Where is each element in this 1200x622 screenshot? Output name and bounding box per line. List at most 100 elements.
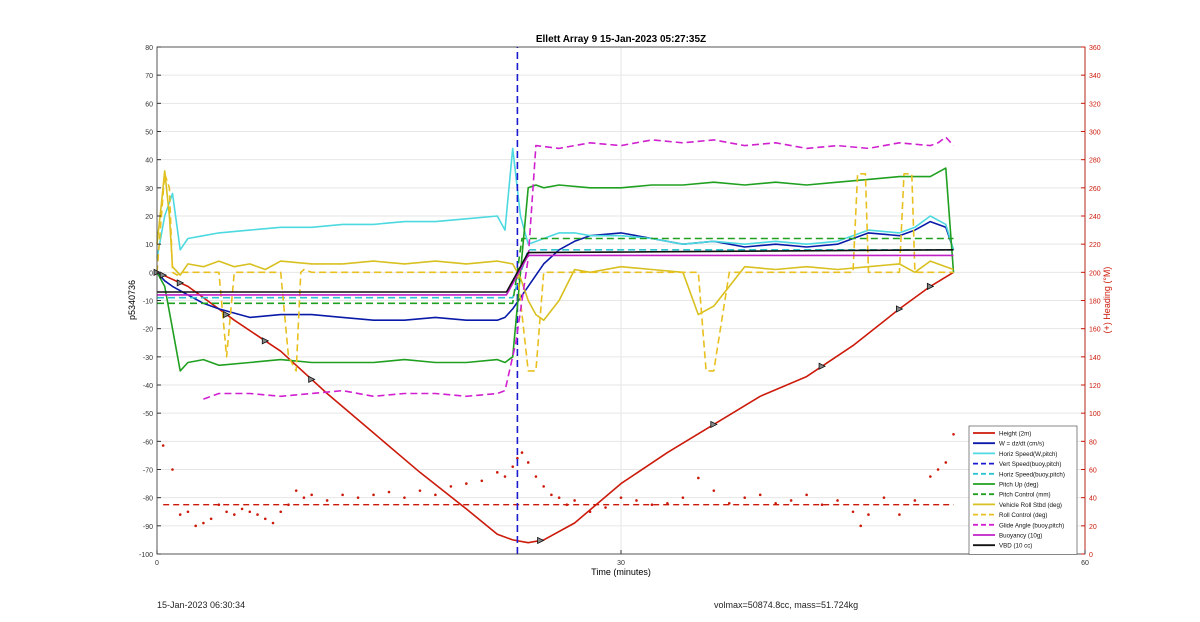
legend-label: Pitch Up (deg) (999, 482, 1039, 489)
legend-label: Pitch Control (mm) (999, 492, 1051, 499)
series-height-2m (156, 271, 954, 544)
series-pitch-control-mm (157, 237, 954, 305)
y2-tick-label: 160 (1089, 327, 1101, 334)
y-tick-label: 80 (145, 45, 153, 52)
chart-series (153, 47, 955, 554)
y-axis-label: p5340736 (127, 280, 137, 320)
heading-point (573, 499, 576, 502)
x-tick-label: 30 (617, 560, 625, 567)
legend-box (968, 425, 1078, 555)
y-tick-label: 60 (145, 101, 153, 108)
legend-label: Roll Control (deg) (999, 512, 1048, 519)
heading-point (372, 493, 375, 497)
y2-axis-label: (+) Heading (°M) (1102, 267, 1112, 334)
heading-point (209, 517, 213, 521)
y-tick-label: -70 (143, 468, 153, 475)
heading-point (325, 499, 329, 502)
heading-point (913, 499, 917, 502)
legend-label: Buoyancy (10g) (999, 533, 1042, 540)
heading-point (952, 432, 955, 436)
legend-label: VBD (10 cc) (999, 543, 1032, 550)
series-horiz-speed-w-pitch (156, 147, 955, 259)
x-axis-label: Time (minutes) (591, 567, 651, 577)
y-tick-label: 30 (145, 186, 153, 193)
footer-timestamp: 15-Jan-2023 06:30:34 (157, 600, 246, 610)
chart-grid (156, 46, 1086, 555)
heading-point (217, 503, 221, 507)
heading-point (248, 510, 252, 514)
y2-tick-label: 220 (1089, 242, 1101, 249)
height-marker (176, 279, 185, 287)
heading-point (681, 496, 685, 499)
heading-point (516, 456, 519, 460)
legend-label: Horiz Speed(W,pitch) (999, 451, 1057, 458)
legend-label: W = dz/dt (cm/s) (999, 441, 1044, 448)
heading-point (302, 496, 306, 499)
series-w-dz-dt-cm-s (156, 220, 955, 322)
heading-point (526, 461, 530, 464)
heading-point (465, 482, 468, 485)
y-tick-label: -50 (143, 411, 153, 418)
heading-point (650, 503, 654, 507)
legend-label: Vehicle Roll Stbd (deg) (999, 502, 1062, 509)
series-roll-control-deg (156, 173, 954, 372)
heading-point (434, 493, 437, 497)
height-marker (223, 310, 231, 319)
heading-point (774, 502, 777, 505)
heading-point (697, 476, 700, 480)
y-tick-label: -40 (143, 383, 153, 390)
y2-tick-label: 280 (1089, 158, 1101, 165)
y2-tick-label: 40 (1089, 496, 1097, 503)
x-tick-label: 0 (155, 560, 159, 567)
y-tick-label: -100 (139, 552, 153, 559)
heading-point (758, 493, 762, 497)
y-tick-label: 40 (145, 158, 153, 165)
heading-point (743, 496, 747, 499)
heading-point (666, 502, 669, 505)
series-glide-angle-buoy-pitch (203, 136, 955, 400)
heading-point (178, 513, 182, 516)
heading-point (565, 503, 569, 507)
y2-tick-label: 360 (1089, 45, 1101, 52)
y2-tick-label: 120 (1089, 383, 1101, 390)
height-marker (261, 337, 270, 345)
height-marker (818, 362, 826, 370)
y-tick-label: -20 (143, 327, 153, 334)
y-tick-label: 10 (145, 242, 153, 249)
y-tick-label: -10 (143, 299, 153, 306)
heading-point (789, 499, 793, 502)
y2-tick-label: 320 (1089, 101, 1101, 108)
y-tick-label: -60 (143, 439, 153, 446)
height-marker (710, 420, 718, 429)
heading-point (542, 485, 545, 488)
y2-tick-label: 340 (1089, 73, 1101, 80)
heading-point (836, 499, 839, 502)
heading-point (635, 499, 638, 502)
heading-point (341, 493, 344, 497)
y2-tick-label: 300 (1089, 130, 1101, 137)
heading-point (279, 510, 283, 514)
heading-point (898, 513, 901, 516)
heading-point (511, 465, 515, 468)
heading-point (171, 468, 174, 471)
heading-point (194, 524, 197, 528)
series-horiz-speed-buoy-pitch (157, 249, 954, 299)
heading-point (233, 513, 236, 516)
heading-point (727, 502, 731, 505)
heading-point (202, 521, 205, 525)
heading-point (225, 510, 228, 514)
x-tick-label: 60 (1081, 560, 1089, 567)
heading-point (805, 493, 808, 497)
heading-point (271, 521, 275, 525)
heading-point (712, 489, 716, 492)
heading-point (604, 506, 607, 509)
heading-point (310, 493, 313, 497)
y2-tick-label: 20 (1089, 524, 1097, 531)
heading-point (287, 503, 290, 507)
height-marker (159, 271, 168, 279)
height-marker (308, 375, 316, 384)
series-pitch-up-deg (156, 167, 955, 372)
heading-point (403, 496, 406, 499)
heading-point (851, 510, 855, 514)
